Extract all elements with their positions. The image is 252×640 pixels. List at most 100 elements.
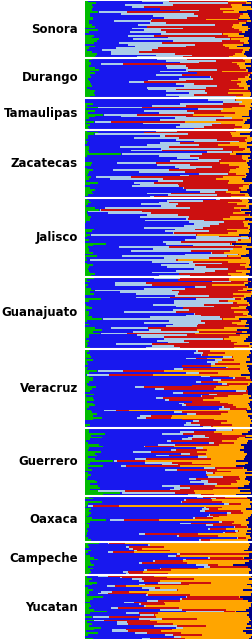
Bar: [166, 67, 187, 69]
Bar: [84, 244, 92, 246]
Bar: [222, 101, 241, 103]
Bar: [84, 13, 89, 15]
Bar: [92, 469, 164, 470]
Bar: [150, 451, 196, 452]
Bar: [188, 309, 247, 311]
Bar: [245, 248, 251, 250]
Bar: [231, 322, 245, 324]
Bar: [171, 570, 250, 571]
Text: Tamaulipas: Tamaulipas: [4, 108, 78, 120]
Bar: [89, 324, 173, 325]
Bar: [244, 212, 251, 214]
Bar: [86, 505, 87, 507]
Bar: [185, 115, 223, 117]
Bar: [189, 481, 207, 483]
Bar: [84, 85, 91, 87]
Bar: [86, 478, 188, 479]
Bar: [239, 67, 245, 69]
Bar: [221, 360, 233, 361]
Bar: [248, 252, 251, 253]
Bar: [245, 534, 251, 535]
Bar: [249, 575, 251, 577]
Bar: [88, 315, 185, 316]
Bar: [107, 586, 115, 588]
Bar: [84, 318, 102, 320]
Text: Campeche: Campeche: [9, 552, 78, 565]
Bar: [225, 609, 245, 611]
Bar: [179, 488, 212, 490]
Bar: [84, 280, 90, 282]
Bar: [234, 112, 248, 114]
Bar: [234, 52, 243, 54]
Bar: [87, 595, 145, 596]
Bar: [125, 490, 193, 492]
Bar: [226, 228, 248, 230]
Bar: [94, 94, 166, 96]
Bar: [89, 541, 239, 543]
Bar: [156, 454, 168, 456]
Bar: [84, 479, 94, 481]
Bar: [84, 579, 92, 580]
Bar: [123, 370, 164, 372]
Bar: [182, 180, 228, 182]
Bar: [222, 318, 238, 320]
Bar: [236, 324, 248, 325]
Bar: [102, 417, 136, 419]
Bar: [248, 302, 251, 304]
Bar: [202, 426, 210, 428]
Bar: [181, 438, 191, 440]
Bar: [191, 401, 219, 403]
Bar: [85, 507, 203, 508]
Bar: [126, 621, 157, 623]
Bar: [88, 343, 116, 345]
Bar: [246, 137, 251, 139]
Bar: [130, 31, 165, 33]
Bar: [84, 262, 87, 264]
Bar: [230, 38, 248, 40]
Bar: [84, 544, 87, 546]
Bar: [84, 458, 95, 460]
Bar: [238, 436, 244, 438]
Bar: [219, 8, 251, 10]
Bar: [84, 133, 93, 135]
Bar: [250, 559, 251, 561]
Bar: [141, 579, 194, 580]
Bar: [249, 426, 251, 428]
Bar: [247, 69, 251, 70]
Bar: [250, 352, 251, 354]
Bar: [210, 582, 251, 584]
Bar: [84, 311, 88, 313]
Bar: [84, 44, 85, 45]
Bar: [84, 152, 88, 153]
Bar: [92, 6, 132, 8]
Bar: [240, 209, 251, 211]
Bar: [229, 38, 230, 40]
Bar: [229, 153, 236, 155]
Bar: [153, 575, 249, 577]
Bar: [185, 315, 200, 316]
Bar: [200, 315, 246, 316]
Bar: [88, 591, 101, 593]
Bar: [89, 612, 125, 614]
Bar: [140, 336, 164, 338]
Bar: [249, 237, 250, 239]
Bar: [98, 632, 135, 634]
Bar: [125, 543, 248, 544]
Bar: [172, 309, 188, 311]
Bar: [243, 451, 251, 452]
Bar: [245, 297, 251, 298]
Bar: [192, 261, 227, 262]
Bar: [238, 29, 247, 31]
Bar: [203, 483, 216, 485]
Bar: [144, 580, 160, 582]
Bar: [143, 227, 202, 228]
Bar: [250, 636, 251, 637]
Bar: [195, 381, 200, 383]
Bar: [84, 367, 87, 369]
Bar: [214, 360, 221, 361]
Bar: [209, 528, 225, 530]
Bar: [222, 218, 244, 220]
Bar: [129, 81, 143, 83]
Bar: [87, 130, 155, 132]
Bar: [140, 184, 178, 186]
